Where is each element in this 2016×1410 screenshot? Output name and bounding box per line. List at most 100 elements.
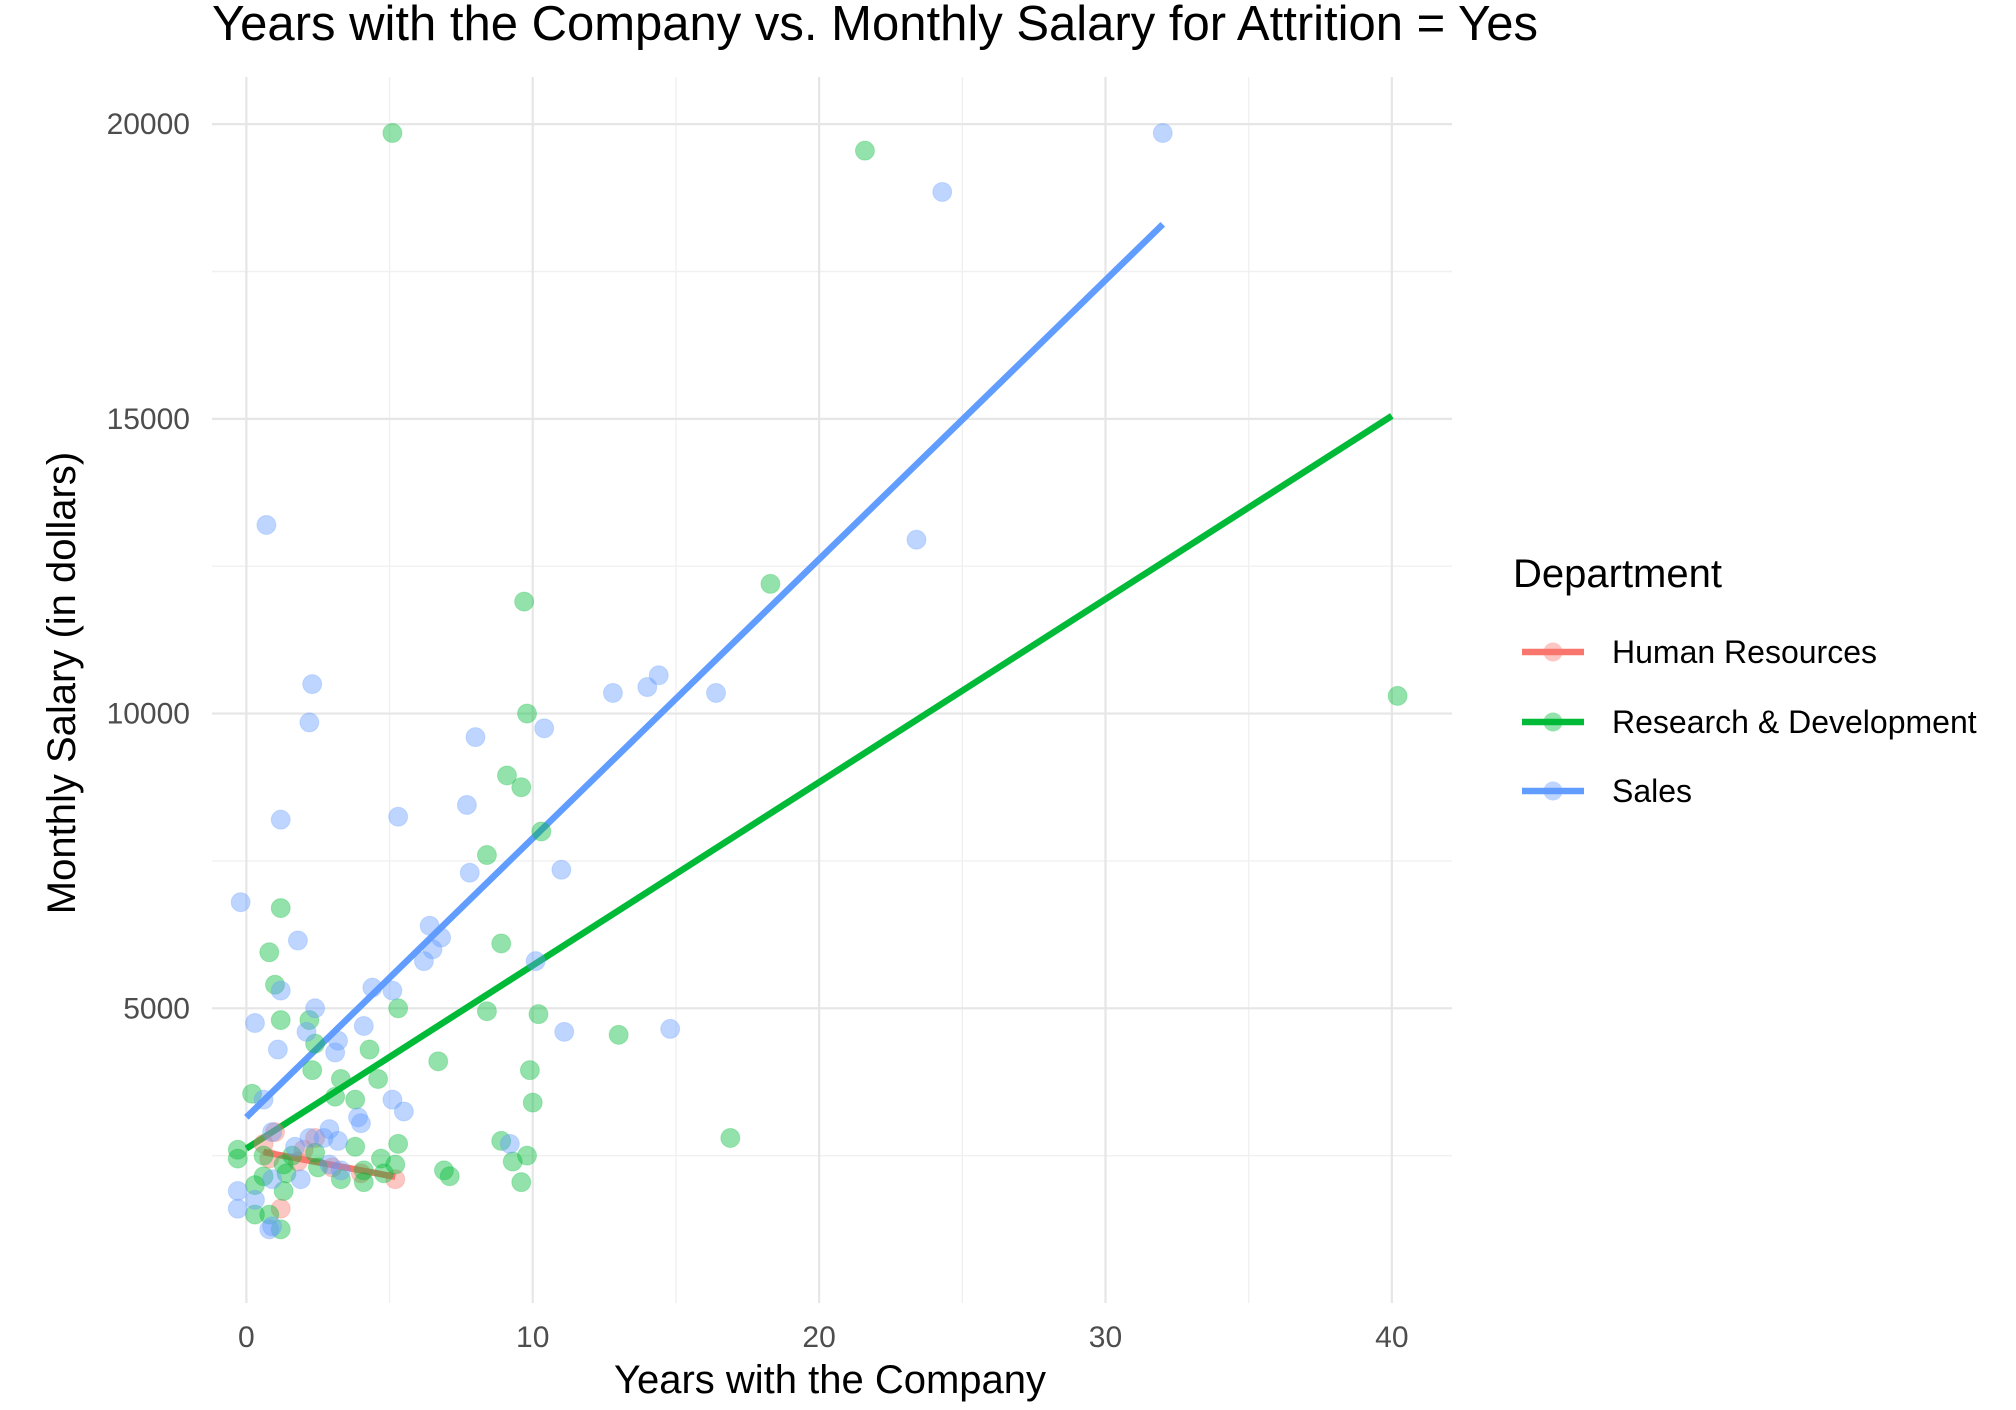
data-point <box>227 1139 248 1160</box>
data-point <box>330 1169 351 1190</box>
data-point <box>1387 685 1408 706</box>
data-point <box>413 951 434 972</box>
data-point <box>517 1145 538 1166</box>
data-point <box>385 1169 406 1190</box>
data-point <box>551 859 572 880</box>
data-point <box>287 930 308 951</box>
data-point <box>362 977 383 998</box>
data-point <box>419 915 440 936</box>
data-point <box>368 1069 389 1090</box>
data-point <box>345 1136 366 1157</box>
trend-line <box>244 222 1166 1120</box>
data-point <box>491 933 512 954</box>
data-point <box>534 718 555 739</box>
data-point <box>388 998 409 1019</box>
data-point <box>253 1166 274 1187</box>
data-point <box>265 1122 286 1143</box>
x-axis-title: Years with the Company <box>614 1358 1046 1402</box>
data-point <box>706 682 727 703</box>
legend: Department Human Resources Research & Dev… <box>1513 552 1977 809</box>
data-point <box>244 1013 265 1034</box>
x-tick-label: 40 <box>1375 1321 1408 1354</box>
data-point <box>388 806 409 827</box>
data-point <box>760 573 781 594</box>
data-point <box>525 951 546 972</box>
data-point <box>256 514 277 535</box>
data-point <box>373 1163 394 1184</box>
legend-label: Sales <box>1612 773 1692 809</box>
y-tick-label: 15000 <box>107 403 190 436</box>
data-point <box>305 1033 326 1054</box>
data-point <box>299 1010 320 1031</box>
data-point <box>244 1204 265 1225</box>
data-point <box>660 1018 681 1039</box>
data-point <box>227 1148 248 1169</box>
y-axis-ticks: 5000 10000 15000 20000 <box>107 108 190 1025</box>
data-point <box>491 1130 512 1151</box>
data-point <box>270 1010 291 1031</box>
y-tick-label: 10000 <box>107 698 190 731</box>
data-point <box>511 1172 532 1193</box>
data-point <box>270 1198 291 1219</box>
y-tick-label: 5000 <box>123 992 190 1025</box>
data-point <box>325 1086 346 1107</box>
data-point <box>259 1219 280 1240</box>
data-point <box>267 1039 288 1060</box>
data-point <box>296 1021 317 1042</box>
data-point <box>388 1133 409 1154</box>
data-point <box>328 1030 349 1051</box>
data-point <box>528 1004 549 1025</box>
data-point <box>456 794 477 815</box>
data-point <box>259 1148 280 1169</box>
data-point <box>439 1166 460 1187</box>
chart-title: Years with the Company vs. Monthly Salar… <box>212 0 1538 51</box>
data-point <box>348 1107 369 1128</box>
data-point <box>422 939 443 960</box>
data-point <box>608 1024 629 1045</box>
data-point <box>393 1101 414 1122</box>
data-point <box>285 1136 306 1157</box>
data-point <box>330 1160 351 1181</box>
legend-key <box>1522 642 1584 662</box>
data-point <box>385 1154 406 1175</box>
data-point <box>253 1089 274 1110</box>
data-point <box>262 1216 283 1237</box>
data-point <box>227 1198 248 1219</box>
data-point <box>382 1089 403 1110</box>
data-point <box>431 927 452 948</box>
data-point <box>230 892 251 913</box>
data-point <box>262 1169 283 1190</box>
data-point <box>517 703 538 724</box>
data-point <box>287 1151 308 1172</box>
data-point <box>854 140 875 161</box>
legend-key <box>1522 712 1584 732</box>
data-point <box>382 980 403 1001</box>
data-point <box>1152 122 1173 143</box>
data-point <box>242 1083 263 1104</box>
legend-title: Department <box>1513 552 1722 596</box>
data-point <box>253 1133 274 1154</box>
data-point <box>602 682 623 703</box>
data-point <box>299 712 320 733</box>
data-point <box>370 1148 391 1169</box>
data-point <box>302 1060 323 1081</box>
data-point <box>350 1163 371 1184</box>
data-point <box>519 1060 540 1081</box>
data-point <box>433 1160 454 1181</box>
data-point <box>307 1157 328 1178</box>
data-point <box>531 821 552 842</box>
data-point <box>265 974 286 995</box>
data-point <box>273 1154 294 1175</box>
data-point <box>305 998 326 1019</box>
data-point <box>496 765 517 786</box>
data-point <box>328 1130 349 1151</box>
data-point <box>511 777 532 798</box>
data-point <box>299 1127 320 1148</box>
data-point <box>476 845 497 866</box>
data-point <box>350 1113 371 1134</box>
x-tick-label: 10 <box>516 1321 549 1354</box>
x-axis-ticks: 0 10 20 30 40 <box>238 1321 1409 1354</box>
data-point <box>319 1154 340 1175</box>
data-point <box>459 862 480 883</box>
